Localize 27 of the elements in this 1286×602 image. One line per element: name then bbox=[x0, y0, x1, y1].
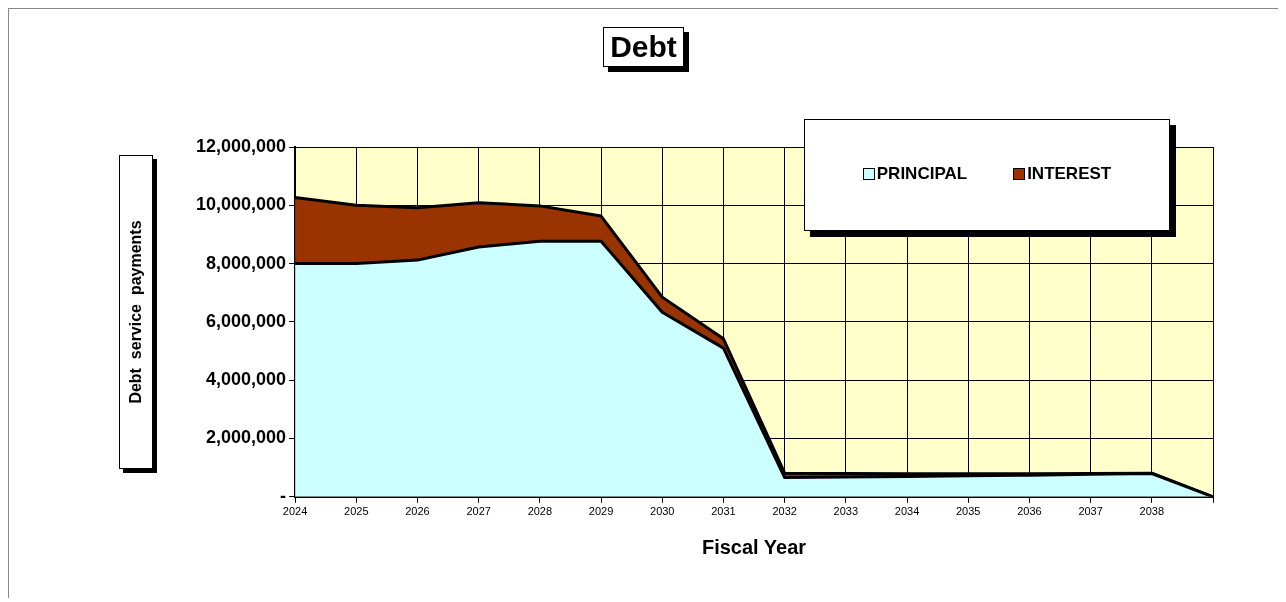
x-tick-label: 2027 bbox=[466, 505, 491, 518]
x-tick-label: 2031 bbox=[711, 505, 736, 518]
chart-title: Debt bbox=[603, 27, 684, 67]
y-tick-label: - bbox=[280, 485, 287, 506]
x-tick-label: 2032 bbox=[772, 505, 797, 518]
y-tick-label: 12,000,000 bbox=[195, 135, 287, 156]
x-tick-label: 2034 bbox=[894, 505, 920, 518]
y-tick-label: 10,000,000 bbox=[195, 194, 287, 215]
y-tick-label: 2,000,000 bbox=[206, 427, 287, 448]
x-tick-label: 2029 bbox=[588, 505, 614, 518]
x-tick-label: 2028 bbox=[527, 505, 553, 518]
x-tick-label: 2024 bbox=[282, 505, 308, 518]
x-tick-label: 2026 bbox=[405, 505, 430, 518]
x-tick-label: 2033 bbox=[833, 505, 859, 518]
y-axis-title: Debt service payments bbox=[127, 220, 145, 404]
y-tick-label: 4,000,000 bbox=[206, 369, 287, 390]
x-tick-label: 2030 bbox=[650, 505, 675, 518]
y-tick-label: 8,000,000 bbox=[206, 252, 287, 273]
y-tick-label: 6,000,000 bbox=[206, 310, 287, 331]
x-tick-label: 2037 bbox=[1078, 505, 1103, 518]
x-axis-title: Fiscal Year bbox=[701, 535, 807, 558]
x-tick-label: 2038 bbox=[1139, 505, 1165, 518]
legend-label: PRINCIPAL bbox=[876, 164, 968, 184]
legend-label: INTEREST bbox=[1027, 164, 1112, 184]
x-tick-label: 2036 bbox=[1017, 505, 1042, 518]
x-tick-label: 2025 bbox=[344, 505, 369, 518]
x-tick-label: 2035 bbox=[955, 505, 981, 518]
